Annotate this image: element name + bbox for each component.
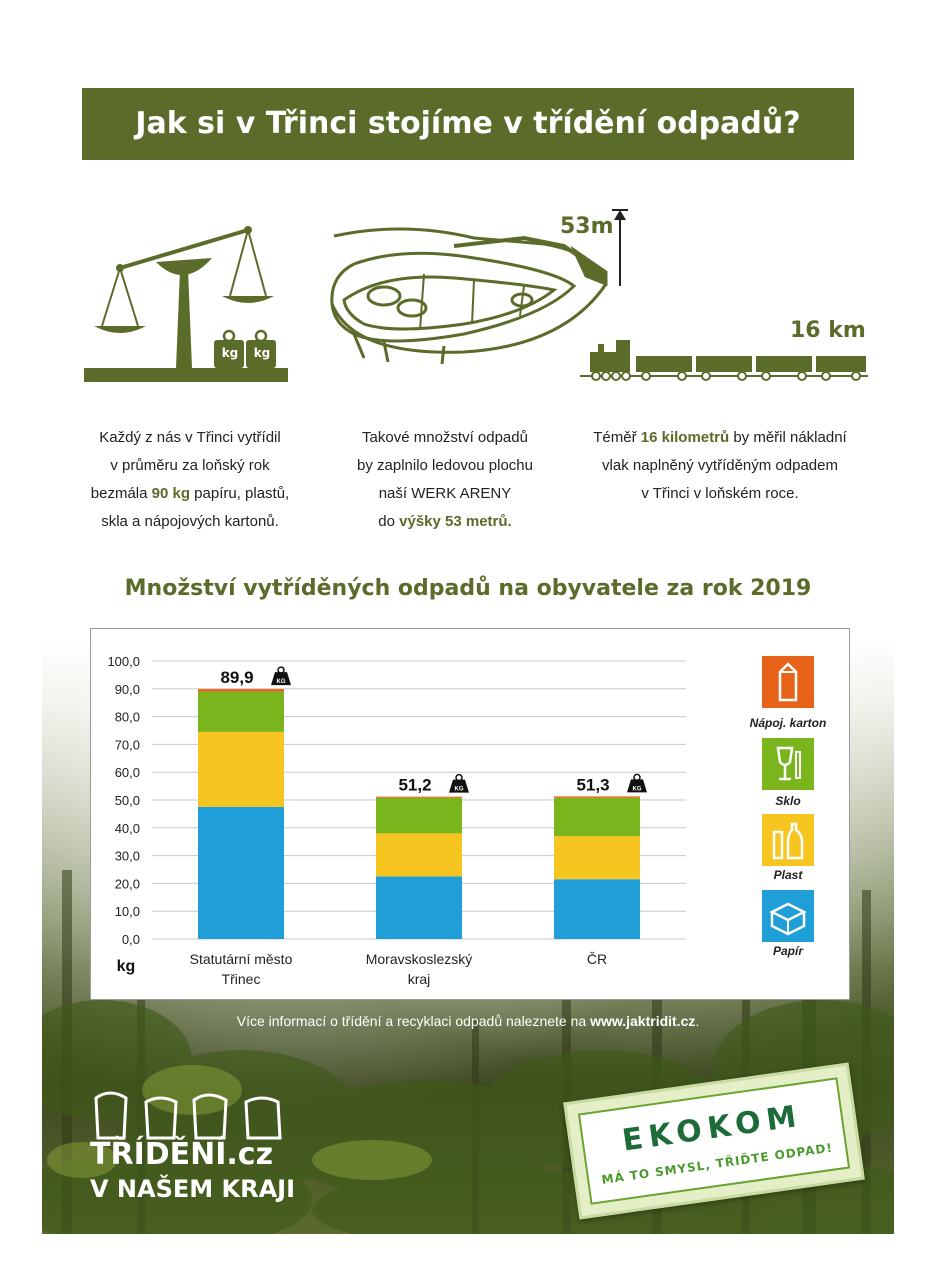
- page-title: Jak si v Třinci stojíme v třídění odpadů…: [135, 106, 801, 141]
- bar-segment: [376, 833, 462, 877]
- plastic-bottle-icon: [772, 822, 804, 860]
- trideni-logo-line1: TŘÍDĚNÍ.cz: [90, 1137, 274, 1172]
- y-tick-label: 20,0: [115, 876, 140, 891]
- bar-segment: [554, 836, 640, 880]
- x-category-label: kraj: [408, 971, 431, 987]
- info-link[interactable]: www.jaktridit.cz: [590, 1013, 696, 1029]
- caption-text: Téměř: [593, 429, 641, 446]
- kg-weight-label-1: kg: [221, 346, 239, 360]
- recycling-bins-logo-icon: [94, 1091, 282, 1140]
- bar-segment: [554, 796, 640, 798]
- y-tick-label: 70,0: [115, 737, 140, 752]
- caption-line: Každý z nás v Třinci vytřídil: [99, 429, 281, 446]
- legend-label-papir: Papír: [772, 944, 803, 958]
- weight-badge-text: KG: [455, 787, 464, 793]
- trideni-logo: TŘÍDĚNÍ.cz V NAŠEM KRAJI: [90, 1138, 295, 1206]
- glass-icon: [776, 746, 801, 781]
- chart-title: Množství vytříděných odpadů na obyvatele…: [124, 576, 812, 601]
- y-tick-label: 80,0: [115, 710, 140, 725]
- bar-segment: [376, 797, 462, 834]
- weight-badge-icon: [271, 672, 291, 686]
- legend-label-plast: Plast: [773, 868, 803, 882]
- bar-segment: [198, 689, 284, 692]
- trideni-logo-line2: V NAŠEM KRAJI: [90, 1175, 296, 1203]
- legend-swatch-plast: [762, 814, 814, 866]
- height-label: 53m: [560, 214, 614, 239]
- paper-box-icon: [769, 902, 807, 936]
- weight-badge-handle: [633, 773, 641, 782]
- legend-swatch-papir: [762, 890, 814, 942]
- arena-caption: Takové množství odpadů by zaplnilo ledov…: [320, 424, 570, 536]
- x-category-label: Třinec: [222, 971, 261, 987]
- distance-label: 16 km: [790, 318, 866, 343]
- caption-line: by zaplnilo ledovou plochu: [357, 457, 533, 474]
- x-category-label: Moravskoslezský: [366, 951, 473, 967]
- y-tick-label: 50,0: [115, 793, 140, 808]
- bar-segment: [554, 797, 640, 837]
- y-tick-label: 60,0: [115, 765, 140, 780]
- caption-highlight: výšky 53 metrů.: [399, 513, 512, 530]
- bar-segment: [198, 691, 284, 732]
- caption-line: Téměř 16 kilometrů by měřil nákladní: [570, 424, 870, 452]
- total-data-label: 89,9: [220, 668, 253, 687]
- height-arrow-icon: [612, 209, 628, 286]
- legend-swatch-karton: [762, 656, 814, 708]
- legend-label-karton: Nápoj. karton: [749, 716, 827, 730]
- bar-segment: [198, 731, 284, 807]
- caption-line: vlak naplněný vytříděným odpadem: [602, 457, 838, 474]
- x-category-label: Statutární město: [190, 951, 293, 967]
- kg-weight-label-2: kg: [253, 346, 271, 360]
- weight-badge-handle: [277, 666, 285, 674]
- beverage-carton-icon: [778, 662, 798, 702]
- y-tick-label: 40,0: [115, 821, 140, 836]
- caption-text: by měřil nákladní: [729, 429, 847, 446]
- bar-segment: [554, 879, 640, 939]
- weight-badge-icon: [627, 779, 647, 793]
- total-data-label: 51,3: [576, 775, 609, 794]
- caption-text: bezmála: [90, 485, 152, 502]
- total-data-label: 51,2: [398, 776, 431, 795]
- bar-segment: [376, 876, 462, 939]
- info-text-end: .: [695, 1013, 700, 1029]
- scale-caption: Každý z nás v Třinci vytřídil v průměru …: [70, 424, 310, 536]
- weight-badge-icon: [449, 779, 469, 793]
- arena-illustration: [330, 227, 608, 365]
- caption-line: bezmála 90 kg papíru, plastů,: [70, 480, 310, 508]
- bar-segment: [198, 806, 284, 939]
- info-text: Více informací o třídění a recyklaci odp…: [236, 1013, 591, 1029]
- caption-line: v Třinci v loňském roce.: [641, 485, 799, 502]
- y-tick-label: 100,0: [107, 654, 140, 669]
- y-tick-label: 0,0: [122, 932, 140, 947]
- weight-badge-text: KG: [277, 679, 286, 685]
- ekokom-logo-panel: EKOKOM MÁ TO SMYSL, TŘIĎTE ODPAD!: [577, 1077, 851, 1205]
- caption-line: do výšky 53 metrů.: [320, 508, 570, 536]
- weight-badge-text: KG: [633, 786, 642, 792]
- stacked-bar-chart: 0,0 10,0 20,0 30,0 40,0 50,0 60,0 70,0 80,0 90,0 1…: [107, 654, 686, 987]
- caption-highlight: 16 kilometrů: [640, 429, 730, 446]
- y-tick-label: 30,0: [115, 849, 140, 864]
- caption-line: skla a nápojových kartonů.: [101, 513, 279, 530]
- train-caption: Téměř 16 kilometrů by měřil nákladní vla…: [570, 424, 870, 508]
- caption-line: naší WERK ARENY: [378, 485, 512, 502]
- caption-line: Takové množství odpadů: [362, 429, 528, 446]
- caption-text: papíru, plastů,: [190, 485, 290, 502]
- caption-highlight: 90 kg: [151, 485, 190, 502]
- title-banner: [82, 88, 854, 160]
- bar-segment: [376, 796, 462, 798]
- train-illustration: [580, 340, 868, 381]
- y-tick-label: 90,0: [115, 682, 140, 697]
- more-info-text: Více informací o třídění a recyklaci odp…: [0, 1013, 936, 1029]
- weight-badge-handle: [455, 773, 463, 782]
- scale-illustration: [84, 226, 288, 382]
- caption-line: v průměru za loňský rok: [110, 457, 270, 474]
- legend-label-sklo: Sklo: [775, 794, 801, 808]
- caption-text: do: [378, 513, 400, 530]
- y-tick-label: 10,0: [115, 904, 140, 919]
- x-category-label: ČR: [587, 951, 607, 967]
- y-axis-label: kg: [117, 958, 136, 975]
- legend-swatch-sklo: [762, 738, 814, 790]
